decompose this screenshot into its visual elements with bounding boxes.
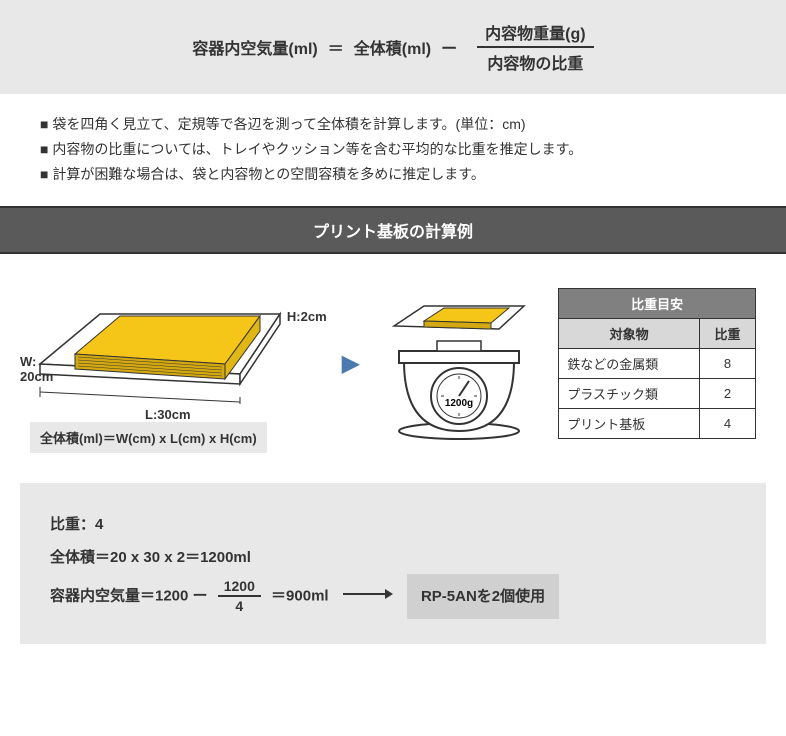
- minus-sign: ー: [441, 35, 457, 59]
- table-row: プラスチック類 2: [559, 378, 756, 408]
- dim-l: L:30cm: [145, 407, 191, 422]
- formula-fraction: 内容物重量(g) 内容物の比重: [477, 20, 593, 74]
- table-title: 比重目安: [559, 288, 756, 318]
- package-diagram: H:2cm W: 20cm L:30cm 全体積(ml)＝W(cm) x L(c…: [30, 274, 327, 453]
- col-header: 対象物: [559, 318, 700, 348]
- arrow-icon: ▶: [342, 349, 360, 378]
- fraction-numerator: 内容物重量(g): [477, 20, 593, 48]
- note-item: 計算が困難な場合は、袋と内容物との空間容積を多めに推定します。: [40, 162, 746, 187]
- volume-formula: 全体積(ml)＝W(cm) x L(cm) x H(cm): [30, 422, 267, 453]
- note-item: 袋を四角く見立て、定規等で各辺を測って全体積を計算します。(単位：cm): [40, 112, 746, 137]
- note-item: 内容物の比重については、トレイやクッション等を含む平均的な比重を推定します。: [40, 137, 746, 162]
- calc-line-air: 容器内空気量＝1200 ー 1200 4 ＝900ml RP-5ANを2個使用: [50, 574, 736, 619]
- scale-diagram: 1200g: [375, 281, 543, 446]
- fraction-denominator: 内容物の比重: [487, 48, 583, 74]
- result-arrow-icon: [343, 580, 393, 613]
- formula-lhs: 容器内空気量(ml): [192, 35, 317, 59]
- eq-sign: ＝: [328, 35, 344, 59]
- diagram-row: H:2cm W: 20cm L:30cm 全体積(ml)＝W(cm) x L(c…: [0, 254, 786, 473]
- section-header: プリント基板の計算例: [0, 206, 786, 254]
- calculation-box: 比重：4 全体積＝20 x 30 x 2＝1200ml 容器内空気量＝1200 …: [20, 483, 766, 644]
- dim-w: W: 20cm: [20, 354, 53, 385]
- table-row: プリント基板 4: [559, 408, 756, 438]
- dim-h: H:2cm: [287, 309, 327, 324]
- result-box: RP-5ANを2個使用: [407, 574, 559, 619]
- calc-fraction: 1200 4: [218, 577, 261, 615]
- notes-list: 袋を四角く見立て、定規等で各辺を測って全体積を計算します。(単位：cm) 内容物…: [0, 94, 786, 206]
- specific-gravity-table: 比重目安 対象物 比重 鉄などの金属類 8 プラスチック類 2 プリント基板 4: [558, 288, 756, 439]
- scale-icon: 1200g: [379, 281, 539, 441]
- formula-box: 容器内空気量(ml) ＝ 全体積(ml) ー 内容物重量(g) 内容物の比重: [0, 0, 786, 94]
- package-icon: [30, 274, 310, 404]
- col-header: 比重: [699, 318, 755, 348]
- formula-mid: 全体積(ml): [354, 35, 431, 59]
- calc-line-sg: 比重：4: [50, 508, 736, 541]
- table-row: 鉄などの金属類 8: [559, 348, 756, 378]
- svg-text:1200g: 1200g: [445, 398, 473, 409]
- calc-line-volume: 全体積＝20 x 30 x 2＝1200ml: [50, 541, 736, 574]
